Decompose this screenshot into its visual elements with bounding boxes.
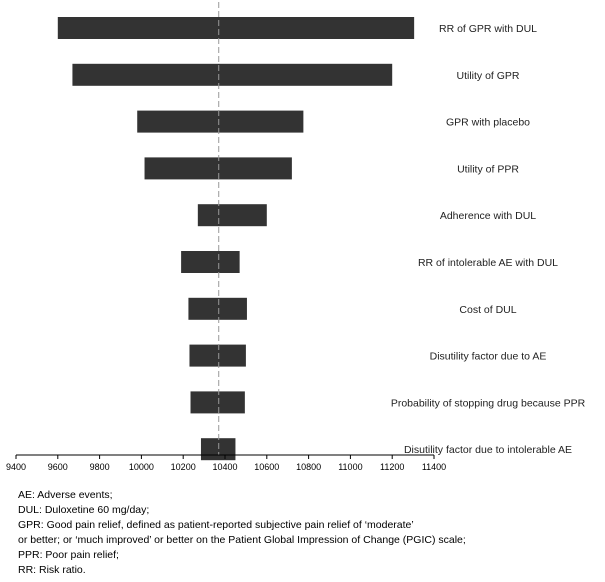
- bar-label: Adherence with DUL: [440, 210, 536, 222]
- note-dul: DUL: Duloxetine 60 mg/day;: [18, 504, 150, 516]
- x-tick-label: 10400: [212, 462, 237, 472]
- tornado-bar: [190, 391, 245, 414]
- tornado-bar: [188, 297, 247, 320]
- note-ae: AE: Adverse events;: [18, 489, 113, 501]
- tornado-bar: [137, 110, 304, 133]
- x-tick-label: 11200: [380, 462, 404, 472]
- x-tick-label: 9400: [6, 462, 26, 472]
- note-ppr: PPR: Poor pain relief;: [18, 549, 119, 561]
- bar-label: Cost of DUL: [459, 304, 516, 316]
- bar-label: Utility of GPR: [456, 70, 519, 82]
- x-tick-label: 11400: [422, 462, 446, 472]
- bar-label: Disutility factor due to AE: [430, 351, 547, 363]
- x-tick-label: 11000: [338, 462, 362, 472]
- bar-label: Probability of stopping drug because PPR: [391, 397, 586, 409]
- tornado-bar: [57, 17, 415, 39]
- tornado-chart: RR of GPR with DUL Utility of GPR GPR with…: [6, 2, 586, 472]
- x-tick-label: 10800: [296, 462, 321, 472]
- tornado-bar: [189, 344, 246, 367]
- x-tick-label: 9600: [48, 462, 68, 472]
- note-gpr-line1: GPR: Good pain relief, defined as patien…: [18, 519, 414, 531]
- tornado-bar: [144, 157, 292, 180]
- bar-label: Utility of PPR: [457, 163, 519, 175]
- bar-label: Disutility factor due to intolerable AE: [404, 444, 572, 456]
- tornado-bar: [181, 251, 240, 273]
- bar-label: RR of GPR with DUL: [439, 23, 537, 35]
- bar-label: RR of intolerable AE with DUL: [418, 257, 558, 269]
- x-tick-label: 10000: [129, 462, 154, 472]
- x-tick-label: 10200: [171, 462, 196, 472]
- x-tick-label: 9800: [90, 462, 110, 472]
- bar-label: GPR with placebo: [446, 117, 530, 129]
- x-tick-label: 10600: [254, 462, 279, 472]
- abbreviation-notes: AE: Adverse events; DUL: Duloxetine 60 m…: [18, 488, 598, 578]
- tornado-bar: [72, 63, 393, 86]
- note-rr: RR: Risk ratio.: [18, 564, 86, 576]
- tornado-bar: [200, 438, 236, 461]
- tornado-bar: [197, 204, 267, 227]
- note-gpr-line2: or better; or ‘much improved’ or better …: [18, 534, 466, 546]
